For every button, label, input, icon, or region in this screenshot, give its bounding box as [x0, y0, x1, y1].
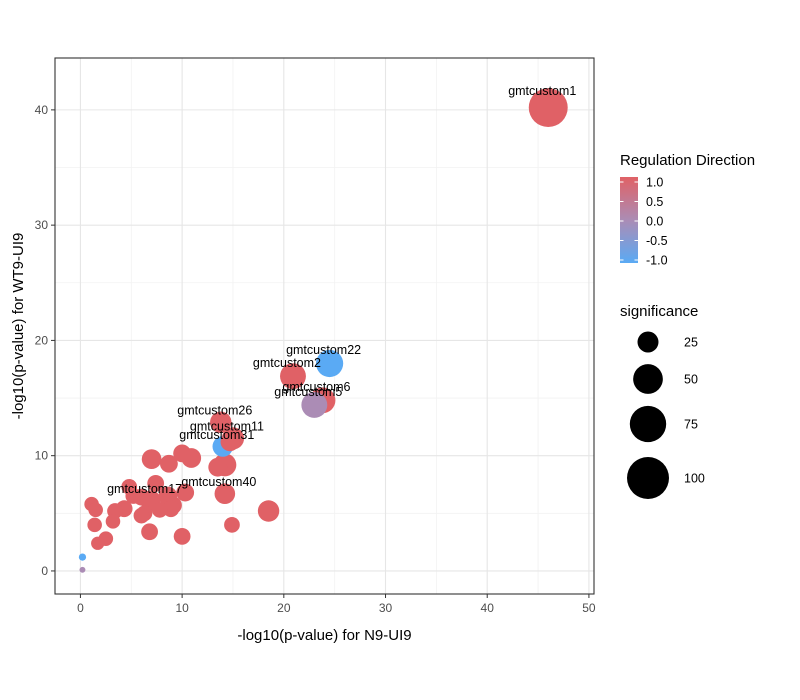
point-label: gmtcustom26 [177, 403, 252, 417]
point-label: gmtcustom2 [253, 356, 321, 370]
data-point [133, 507, 150, 524]
size-legend-key [629, 405, 667, 443]
size-legend-label: 75 [684, 418, 698, 432]
y-tick-label: 30 [35, 218, 49, 232]
data-point [87, 517, 102, 533]
size-legend: significance 25 50 75 100 [620, 303, 705, 499]
color-legend-title: Regulation Direction [620, 152, 755, 169]
point-label: gmtcustom6 [282, 380, 350, 394]
data-points [78, 88, 568, 573]
size-legend-key [637, 331, 659, 353]
data-point [173, 444, 192, 463]
data-point [91, 536, 105, 550]
color-legend-label: -0.5 [646, 234, 668, 248]
size-legend-title: significance [620, 303, 698, 320]
y-tick-label: 40 [35, 103, 49, 117]
color-legend-label: 1.0 [646, 176, 663, 190]
x-tick-label: 50 [582, 601, 596, 615]
point-label: gmtcustom22 [286, 343, 361, 357]
point-label: gmtcustom11 [190, 419, 264, 433]
data-point [224, 516, 240, 533]
data-point [315, 349, 344, 378]
data-point [105, 514, 121, 529]
size-legend-key [633, 364, 663, 394]
color-legend-label: -1.0 [646, 254, 668, 268]
x-tick-label: 30 [379, 601, 393, 615]
size-legend-label: 100 [684, 472, 705, 486]
data-point [280, 363, 306, 390]
data-point [88, 502, 103, 518]
x-tick-label: 20 [277, 601, 291, 615]
data-point [220, 432, 240, 452]
data-point [528, 88, 568, 128]
data-point [214, 483, 236, 505]
data-point [79, 566, 86, 573]
data-point [210, 411, 232, 433]
data-point [141, 449, 162, 469]
x-tick-label: 0 [77, 601, 84, 615]
point-label: gmtcustom5 [274, 385, 342, 399]
x-tick-label: 10 [175, 601, 189, 615]
data-point [151, 501, 168, 518]
data-point [78, 553, 87, 561]
x-tick-label: 40 [481, 601, 495, 615]
point-label: gmtcustom1 [508, 84, 576, 98]
data-point [257, 500, 280, 522]
data-point [173, 527, 191, 545]
data-point [147, 474, 165, 492]
color-legend-label: 0.0 [646, 215, 663, 229]
data-point [208, 457, 228, 477]
x-axis-title: -log10(p-value) for N9-UI9 [237, 627, 411, 644]
point-label: gmtcustom17 [107, 482, 182, 496]
size-legend-key [627, 457, 669, 499]
size-legend-label: 50 [684, 373, 698, 387]
y-tick-label: 20 [35, 333, 49, 347]
color-legend: Regulation Direction 1.0 0.5 0.0 -0.5 -1.0 [620, 152, 755, 268]
size-legend-label: 25 [684, 336, 698, 350]
color-legend-label: 0.5 [646, 195, 663, 209]
data-point [159, 454, 178, 473]
point-label: gmtcustom40 [181, 475, 256, 489]
axis-ticks: 0 10 20 30 40 50 0 10 20 30 40 [35, 103, 596, 615]
y-axis-title: -log10(p-value) for WT9-UI9 [10, 233, 27, 420]
plot-panel-border [54, 57, 595, 595]
data-point [176, 483, 195, 502]
y-tick-label: 0 [41, 564, 48, 578]
data-point [121, 478, 138, 495]
y-tick-label: 10 [35, 449, 49, 463]
color-legend-bar [620, 177, 638, 263]
point-label: gmtcustom31 [179, 428, 254, 442]
data-point [301, 392, 328, 418]
data-point [141, 523, 158, 541]
